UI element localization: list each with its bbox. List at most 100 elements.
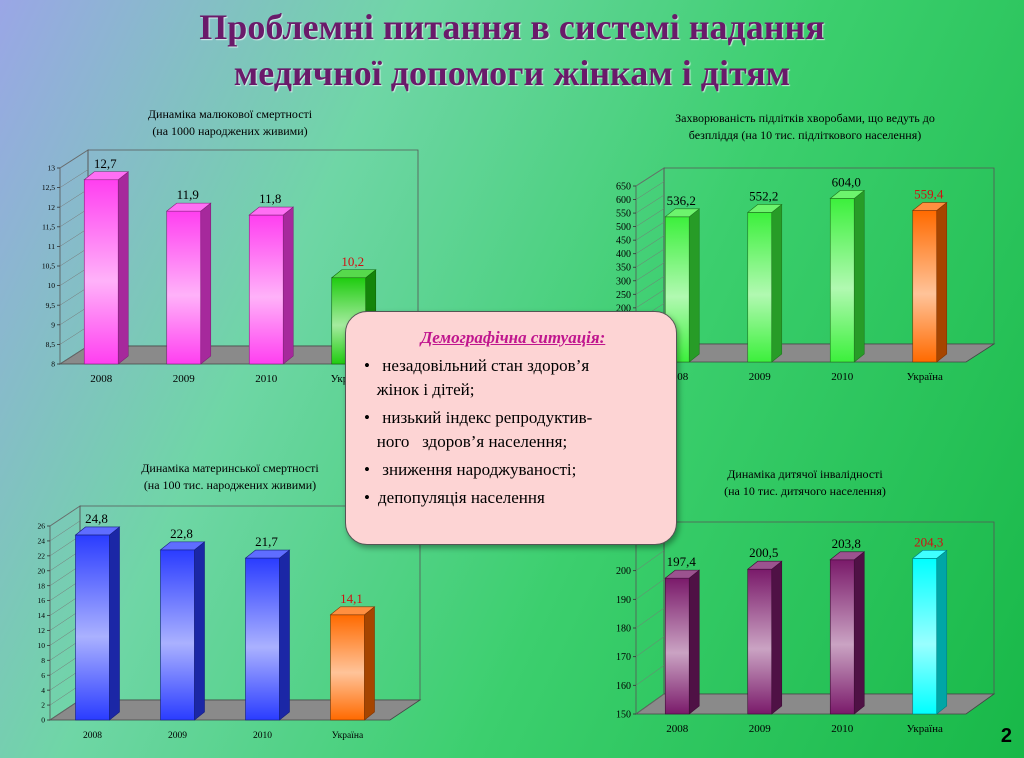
y-tick-line (59, 149, 89, 169)
bar-top (911, 202, 948, 211)
callout-title: Демографічна ситуація: (420, 328, 606, 347)
y-tick-label: 14 (38, 611, 46, 620)
y-tick-label: 4 (41, 686, 45, 695)
bar-top (159, 541, 206, 551)
y-tick-label: 18 (38, 581, 46, 590)
y-tick-label: 200 (616, 566, 631, 577)
bar (912, 558, 938, 715)
y-tick-line (59, 345, 89, 365)
bar-side (200, 202, 212, 365)
y-tick-line (635, 693, 665, 715)
bar (160, 549, 195, 721)
y-tick-label: 2 (41, 701, 45, 710)
y-tick-label: 0 (41, 716, 45, 725)
page-number: 2 (1000, 725, 1012, 747)
y-tick-line (59, 326, 89, 345)
y-tick-line (49, 684, 81, 706)
chart-adolescent-infertility: Захворюваність підлітків хворобами, що в… (600, 108, 1010, 398)
y-tick-line (635, 181, 665, 200)
y-tick-line (49, 625, 81, 646)
x-tick-label: 2010 (831, 723, 854, 735)
bar-side (117, 171, 129, 365)
x-tick-label: 2010 (255, 373, 278, 385)
y-tick-label: 10 (48, 281, 56, 290)
callout-list: • незадовільний стан здоров’я жінок і ді… (364, 354, 662, 510)
list-item-text: депопуляція населення (378, 488, 545, 507)
bar-top (248, 206, 295, 216)
y-tick-label: 190 (616, 595, 631, 606)
chart-title-line1: Динаміка малюкової смертності (147, 107, 313, 121)
y-tick-label: 350 (616, 263, 631, 274)
y-tick-line (49, 520, 81, 542)
list-item-text: зниження народжуваності; (378, 460, 577, 479)
bar (248, 214, 284, 365)
bar-side (936, 549, 948, 715)
y-tick-label: 10,5 (42, 262, 55, 271)
chart-title-line2: (на 10 тис. дитячого населення) (724, 484, 886, 498)
bar-top (746, 560, 783, 570)
y-tick-line (59, 267, 89, 286)
bar (829, 198, 855, 363)
y-tick-label: 10 (38, 641, 46, 650)
data-label: 24,8 (85, 511, 108, 526)
y-tick-line (635, 249, 665, 268)
x-tick-label: Україна (907, 723, 943, 735)
y-tick-label: 8,5 (46, 340, 56, 349)
bar (166, 210, 202, 365)
y-tick-line (59, 247, 89, 267)
y-tick-line (49, 595, 81, 616)
chart-svg: 0501001502002503003504004505005506006505… (616, 167, 996, 383)
y-tick-label: 9,5 (46, 301, 56, 310)
x-tick-label: 2010 (253, 731, 272, 741)
y-tick-line (635, 636, 665, 657)
bar (912, 210, 938, 363)
y-tick-label: 12,5 (42, 183, 55, 192)
bar (83, 179, 119, 365)
y-tick-line (635, 194, 665, 214)
y-tick-line (49, 580, 81, 601)
chart-title: Динаміка дитячої інвалідності (на 10 тис… (600, 466, 1010, 500)
y-tick-label: 650 (616, 182, 631, 193)
y-tick-line (635, 167, 665, 187)
chart-title-line1: Динаміка материнської смертності (141, 461, 319, 475)
y-tick-label: 170 (616, 652, 631, 663)
bullet: • (364, 356, 370, 375)
bar-top (329, 606, 376, 616)
y-tick-line (49, 699, 81, 721)
slide-title-line2: медичної допомоги жінкам і дітям (233, 53, 791, 93)
bar-top (911, 550, 948, 559)
bar-top (746, 204, 783, 213)
data-label: 204,3 (914, 534, 943, 549)
bullet: • (364, 488, 370, 507)
bar-side (771, 560, 783, 715)
chart-svg: 150 160 170 180 190 200 197,4 2008 200,5 2009 203,… (616, 521, 996, 735)
bar-top (664, 208, 701, 218)
chart-child-disability: Динаміка дитячої інвалідності (на 10 тис… (600, 464, 1010, 749)
y-tick-line (49, 505, 81, 527)
y-tick-label: 200 (616, 303, 631, 314)
y-tick-line (49, 669, 81, 691)
y-tick-label: 12 (48, 203, 56, 212)
x-tick-label: 2009 (168, 731, 187, 741)
y-tick-label: 500 (616, 222, 631, 233)
chart-title-line2: (на 100 тис. народжених живими) (143, 478, 317, 492)
y-tick-label: 16 (38, 596, 46, 605)
data-label: 12,7 (94, 156, 117, 171)
bar-side (282, 206, 294, 365)
chart-title: Захворюваність підлітків хворобами, що в… (600, 110, 1010, 144)
demographic-situation-callout: Демографічна ситуація: • незадовільний с… (345, 311, 677, 545)
bullet: • (364, 408, 370, 427)
list-item: • незадовільний стан здоров’я жінок і ді… (364, 354, 662, 402)
bar-side (194, 541, 205, 721)
bar (664, 577, 690, 715)
x-tick-label: 2008 (666, 723, 689, 735)
data-label: 11,8 (259, 191, 281, 206)
chart-svg: 0246810121416182022242624,8200822,820092… (38, 505, 422, 741)
chart-title-line2: безпліддя (на 10 тис. підліткового насел… (688, 128, 922, 142)
list-item-text: низький індекс репродуктив- ного здоров’… (376, 408, 593, 451)
y-tick-line (635, 607, 665, 629)
data-label: 604,0 (832, 174, 861, 189)
bar-side (936, 201, 948, 363)
data-label: 10,2 (341, 254, 364, 269)
y-tick-line (635, 550, 665, 571)
